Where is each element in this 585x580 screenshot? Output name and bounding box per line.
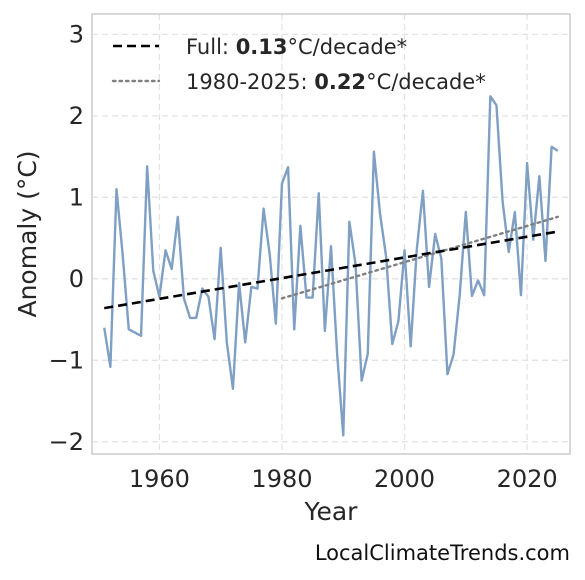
y-tick-labels: −2 −1 0 1 2 3: [49, 20, 84, 455]
anomaly-line: [103, 95, 559, 437]
x-tick-label: 2000: [374, 465, 435, 493]
x-axis-label: Year: [304, 497, 359, 526]
x-tick-label: 2020: [497, 465, 558, 493]
legend-entry-full: Full: 0.13°C/decade*: [186, 35, 407, 59]
legend-entry-recent: 1980-2025: 0.22°C/decade*: [186, 70, 486, 94]
y-axis-label: Anomaly (°C): [13, 150, 42, 317]
legend: Full: 0.13°C/decade* 1980-2025: 0.22°C/d…: [111, 35, 486, 94]
series-layer: [103, 95, 559, 437]
x-tick-label: 1960: [129, 465, 190, 493]
y-tick-label: 1: [69, 183, 84, 211]
y-tick-label: 0: [69, 265, 84, 293]
legend-recent-name: 1980-2025: [186, 70, 300, 94]
watermark: LocalClimateTrends.com: [315, 541, 570, 565]
x-tick-labels: 1960 1980 2000 2020: [129, 465, 558, 493]
y-tick-label: −1: [49, 346, 84, 374]
x-tick-label: 1980: [251, 465, 312, 493]
y-tick-label: −2: [49, 428, 84, 456]
trend-line-full: [104, 230, 558, 310]
grid: [92, 14, 570, 454]
y-tick-label: 2: [69, 102, 84, 130]
trend-line-recent: [280, 215, 559, 300]
y-tick-label: 3: [69, 20, 84, 48]
legend-recent-rate: 0.22: [314, 70, 366, 94]
legend-full-unit: °C/decade*: [288, 35, 408, 59]
legend-recent-unit: °C/decade*: [366, 70, 486, 94]
legend-full-name: Full: [186, 35, 222, 59]
plot-frame: [91, 13, 571, 455]
legend-full-rate: 0.13: [236, 35, 288, 59]
